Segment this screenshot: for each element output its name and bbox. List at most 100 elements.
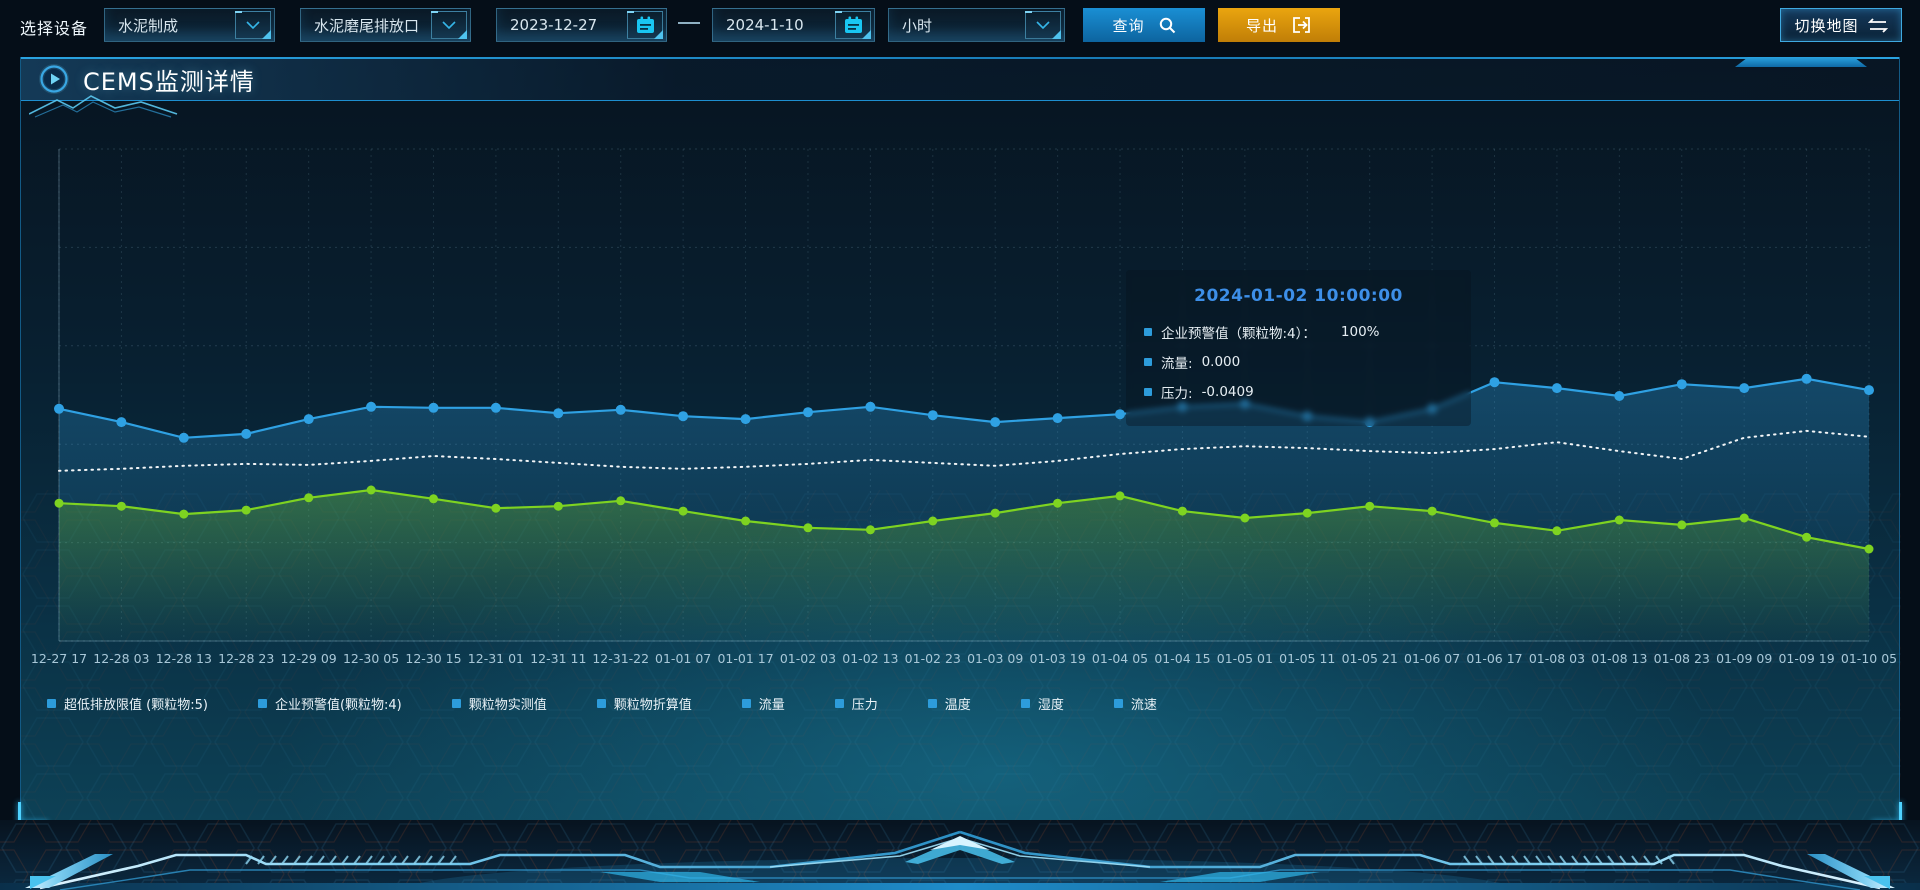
chart-point-series-green[interactable] xyxy=(1177,506,1187,516)
legend-item[interactable]: 颗粒物实测值 xyxy=(451,694,547,713)
swap-arrows-icon xyxy=(1867,17,1888,33)
outlet-select[interactable]: 水泥磨尾排放口 xyxy=(300,8,471,42)
chart-point-series-green[interactable] xyxy=(678,506,688,516)
chart-point-series-green[interactable] xyxy=(1490,518,1499,528)
chevron-down-icon[interactable] xyxy=(431,11,467,39)
chart-point-series-green[interactable] xyxy=(1739,513,1749,523)
chart-point-series-blue[interactable] xyxy=(1739,383,1750,394)
chart-point-series-blue[interactable] xyxy=(241,428,252,439)
chart-point-series-green[interactable] xyxy=(1365,501,1375,511)
chevron-down-icon[interactable] xyxy=(235,11,271,39)
chart-point-series-green[interactable] xyxy=(1802,532,1812,542)
chart-point-series-green[interactable] xyxy=(865,525,875,535)
chart-point-series-blue[interactable] xyxy=(1551,383,1562,394)
chart-point-series-green[interactable] xyxy=(491,503,501,513)
chart-point-series-green[interactable] xyxy=(1053,498,1063,508)
legend-label: 颗粒物实测值 xyxy=(468,698,547,713)
chart-point-series-blue[interactable] xyxy=(428,402,439,413)
x-axis-label: 12-28 03 xyxy=(93,651,150,666)
chart-point-series-blue[interactable] xyxy=(1614,391,1625,401)
x-axis-label: 01-02 23 xyxy=(904,651,961,666)
chart-point-series-blue[interactable] xyxy=(54,403,64,414)
chart-point-series-green[interactable] xyxy=(366,485,376,495)
tooltip-series-label: 流量: xyxy=(1161,356,1193,372)
chart-point-series-green[interactable] xyxy=(990,508,1000,518)
x-axis-label: 12-31-22 xyxy=(592,651,650,666)
export-icon xyxy=(1293,17,1310,33)
chart-point-series-blue[interactable] xyxy=(178,432,189,443)
chart-point-series-blue[interactable] xyxy=(1676,379,1687,390)
query-button[interactable]: 查询 xyxy=(1083,8,1205,42)
chart-point-series-green[interactable] xyxy=(1302,508,1312,518)
chart-point-series-green[interactable] xyxy=(1552,526,1562,536)
tooltip-series-marker xyxy=(1144,358,1152,366)
chart-point-series-blue[interactable] xyxy=(1489,377,1500,388)
chart-point-series-green[interactable] xyxy=(1614,515,1624,525)
chart-point-series-blue[interactable] xyxy=(615,404,626,415)
chart-point-series-blue[interactable] xyxy=(803,407,813,418)
chart-point-series-green[interactable] xyxy=(553,501,563,511)
chart-point-series-green[interactable] xyxy=(616,496,626,506)
device-select[interactable]: 水泥制成 xyxy=(104,8,275,42)
tooltip-series-marker xyxy=(1144,388,1152,396)
tooltip-series-label: 压力: xyxy=(1161,386,1193,402)
chart-point-series-green[interactable] xyxy=(54,498,64,508)
chart-point-series-green[interactable] xyxy=(116,501,126,511)
x-axis-label: 01-02 03 xyxy=(779,651,837,666)
chart-point-series-blue[interactable] xyxy=(553,408,564,419)
chart-point-series-green[interactable] xyxy=(241,505,251,515)
tooltip-row: 流量: 0.000 xyxy=(1144,352,1453,372)
chart-point-series-green[interactable] xyxy=(1427,506,1437,516)
header-notch-decoration xyxy=(1735,57,1867,67)
calendar-icon[interactable] xyxy=(835,11,871,39)
switch-map-button[interactable]: 切换地图 xyxy=(1780,8,1902,42)
interval-select[interactable]: 小时 xyxy=(888,8,1065,42)
chart-point-series-green[interactable] xyxy=(803,523,813,533)
chart-point-series-green[interactable] xyxy=(1115,491,1125,501)
chart-point-series-green[interactable] xyxy=(1864,544,1874,554)
start-date-picker[interactable]: 2023-12-27 xyxy=(496,8,667,42)
chart-point-series-green[interactable] xyxy=(304,493,314,503)
interval-select-value: 小时 xyxy=(902,16,933,35)
chart-point-series-blue[interactable] xyxy=(303,414,314,425)
legend-marker xyxy=(741,699,751,708)
chart-point-series-blue[interactable] xyxy=(1052,413,1063,424)
chart-point-series-blue[interactable] xyxy=(1115,409,1125,420)
legend-item[interactable]: 企业预警值(颗粒物:4) xyxy=(257,694,402,713)
legend-item[interactable]: 流量 xyxy=(741,694,785,713)
chevron-down-icon[interactable] xyxy=(1025,11,1061,39)
chart-point-series-green[interactable] xyxy=(741,516,751,526)
tooltip-series-label: 企业预警值（颗粒物:4）： xyxy=(1161,326,1316,342)
chart-point-series-blue[interactable] xyxy=(990,417,1001,428)
chart-point-series-blue[interactable] xyxy=(740,414,751,425)
chart-point-series-blue[interactable] xyxy=(366,401,377,412)
legend-item[interactable]: 湿度 xyxy=(1020,694,1064,713)
calendar-icon[interactable] xyxy=(627,11,663,39)
export-button[interactable]: 导出 xyxy=(1218,8,1340,42)
switch-map-button-label: 切换地图 xyxy=(1794,16,1859,35)
chart-point-series-blue[interactable] xyxy=(490,402,501,413)
chart-point-series-green[interactable] xyxy=(429,494,438,504)
legend-item[interactable]: 压力 xyxy=(834,694,878,713)
legend-item[interactable]: 颗粒物折算值 xyxy=(596,694,692,713)
end-date-picker[interactable]: 2024-1-10 xyxy=(712,8,875,42)
legend-item[interactable]: 超低排放限值 (颗粒物:5) xyxy=(47,694,208,713)
x-axis-label: 01-09 19 xyxy=(1778,651,1835,666)
chart-point-series-green[interactable] xyxy=(1240,513,1250,523)
legend-item[interactable]: 流速 xyxy=(1113,694,1157,713)
play-icon[interactable] xyxy=(39,64,69,94)
chart-point-series-blue[interactable] xyxy=(927,410,938,421)
legend-item[interactable]: 温度 xyxy=(927,694,971,713)
chart-point-series-blue[interactable] xyxy=(865,401,876,412)
x-axis-label: 12-30 05 xyxy=(342,651,400,666)
x-axis-label: 01-03 19 xyxy=(1029,651,1086,666)
outlet-select-value: 水泥磨尾排放口 xyxy=(314,16,420,35)
legend-label: 流量 xyxy=(758,698,785,713)
chart-point-series-green[interactable] xyxy=(179,509,189,519)
chart-point-series-green[interactable] xyxy=(1677,520,1687,530)
chart-point-series-blue[interactable] xyxy=(116,417,127,428)
chart-point-series-green[interactable] xyxy=(928,516,938,526)
chart-point-series-blue[interactable] xyxy=(1801,373,1812,384)
chart-point-series-blue[interactable] xyxy=(678,411,689,422)
chart-point-series-blue[interactable] xyxy=(1864,385,1874,396)
